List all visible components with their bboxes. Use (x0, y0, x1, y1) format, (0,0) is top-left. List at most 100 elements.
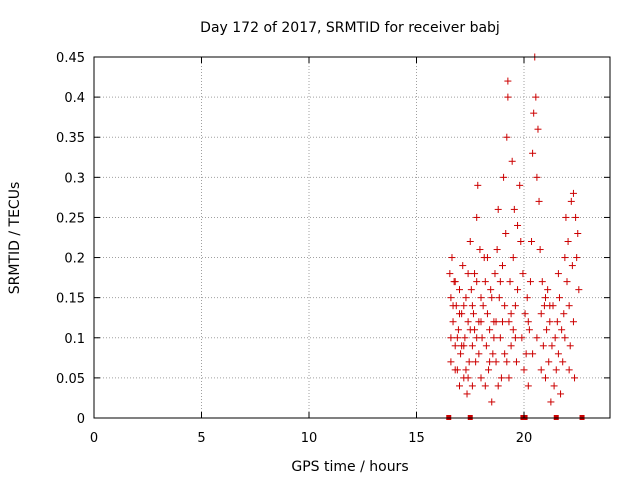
data-point (539, 342, 547, 350)
y-tick-label: 0.2 (64, 252, 85, 267)
data-point (451, 278, 459, 286)
data-point (488, 398, 496, 406)
data-point (497, 374, 505, 382)
data-point (473, 278, 481, 286)
data-point (473, 334, 481, 342)
data-point (509, 254, 517, 262)
data-point (511, 334, 519, 342)
data-point (466, 238, 474, 246)
data-point (504, 93, 512, 101)
data-point (569, 318, 577, 326)
data-point (496, 334, 504, 342)
data-point (507, 342, 515, 350)
data-point (525, 326, 533, 334)
data-point (507, 310, 515, 318)
data-point (494, 205, 502, 213)
data-point (524, 318, 532, 326)
data-point (562, 213, 570, 221)
y-axis-label: SRMTID / TECUs (7, 182, 23, 295)
data-point (544, 286, 552, 294)
data-point (473, 213, 481, 221)
data-point (535, 197, 543, 205)
data-point (488, 294, 496, 302)
data-point (503, 358, 511, 366)
data-point (510, 205, 518, 213)
data-point (503, 133, 511, 141)
data-point (559, 358, 567, 366)
data-point (563, 278, 571, 286)
data-point (502, 229, 510, 237)
data-point (530, 109, 538, 117)
data-point (512, 358, 520, 366)
data-points (446, 53, 583, 406)
x-tick-label: 10 (301, 431, 318, 446)
data-point (557, 390, 565, 398)
data-point (501, 350, 509, 358)
data-point (476, 246, 484, 254)
axes: 0 0.05 0.1 0.15 0.2 0.25 0.3 0.35 0.4 0.45 0 5 10 15 2… (56, 51, 610, 446)
data-point (529, 350, 537, 358)
data-point (449, 318, 457, 326)
data-point (463, 390, 471, 398)
data-point (504, 77, 512, 85)
data-point (509, 326, 517, 334)
data-point (519, 270, 527, 278)
data-point (558, 326, 566, 334)
data-point (550, 382, 558, 390)
data-point (464, 270, 472, 278)
data-point (494, 382, 502, 390)
data-point (564, 238, 572, 246)
data-point (487, 286, 495, 294)
data-point (561, 334, 569, 342)
data-point (477, 318, 485, 326)
x-axis-label: GPS time / hours (291, 459, 408, 475)
data-point (517, 238, 525, 246)
data-point (542, 294, 549, 302)
data-point (542, 374, 549, 382)
data-point (468, 302, 476, 310)
data-point (454, 326, 462, 334)
x-tick-label: 5 (197, 431, 205, 446)
data-point (467, 286, 475, 294)
data-point (451, 342, 459, 350)
data-point (511, 302, 519, 310)
data-point (537, 366, 545, 374)
data-point (573, 254, 581, 262)
data-point (491, 270, 499, 278)
data-point (490, 334, 498, 342)
y-tick-label: 0.3 (64, 171, 85, 186)
y-tick-label: 0.45 (56, 51, 85, 66)
data-point (464, 318, 472, 326)
y-tick-label: 0.15 (56, 292, 85, 307)
data-point (575, 286, 583, 294)
y-tick-label: 0.05 (56, 372, 85, 387)
data-point (465, 358, 473, 366)
data-point (546, 318, 554, 326)
plot-frame (93, 56, 611, 419)
y-tick-label: 0 (77, 412, 85, 427)
data-point (472, 358, 480, 366)
data-point (532, 93, 540, 101)
data-point (483, 254, 491, 262)
data-point (459, 262, 467, 270)
data-point (457, 350, 465, 358)
data-point (471, 326, 479, 334)
data-point (474, 181, 482, 189)
data-point (514, 286, 522, 294)
data-point (523, 294, 531, 302)
data-point (506, 278, 514, 286)
data-point (477, 374, 485, 382)
data-point (536, 246, 544, 254)
data-point (552, 366, 560, 374)
data-point (468, 342, 476, 350)
data-point (485, 366, 493, 374)
data-point (481, 382, 489, 390)
x-tick-label: 20 (516, 431, 533, 446)
data-point (456, 382, 463, 390)
data-point (460, 302, 468, 310)
data-point (483, 310, 491, 318)
data-point (554, 270, 562, 278)
data-point (533, 334, 541, 342)
data-point (533, 173, 541, 181)
